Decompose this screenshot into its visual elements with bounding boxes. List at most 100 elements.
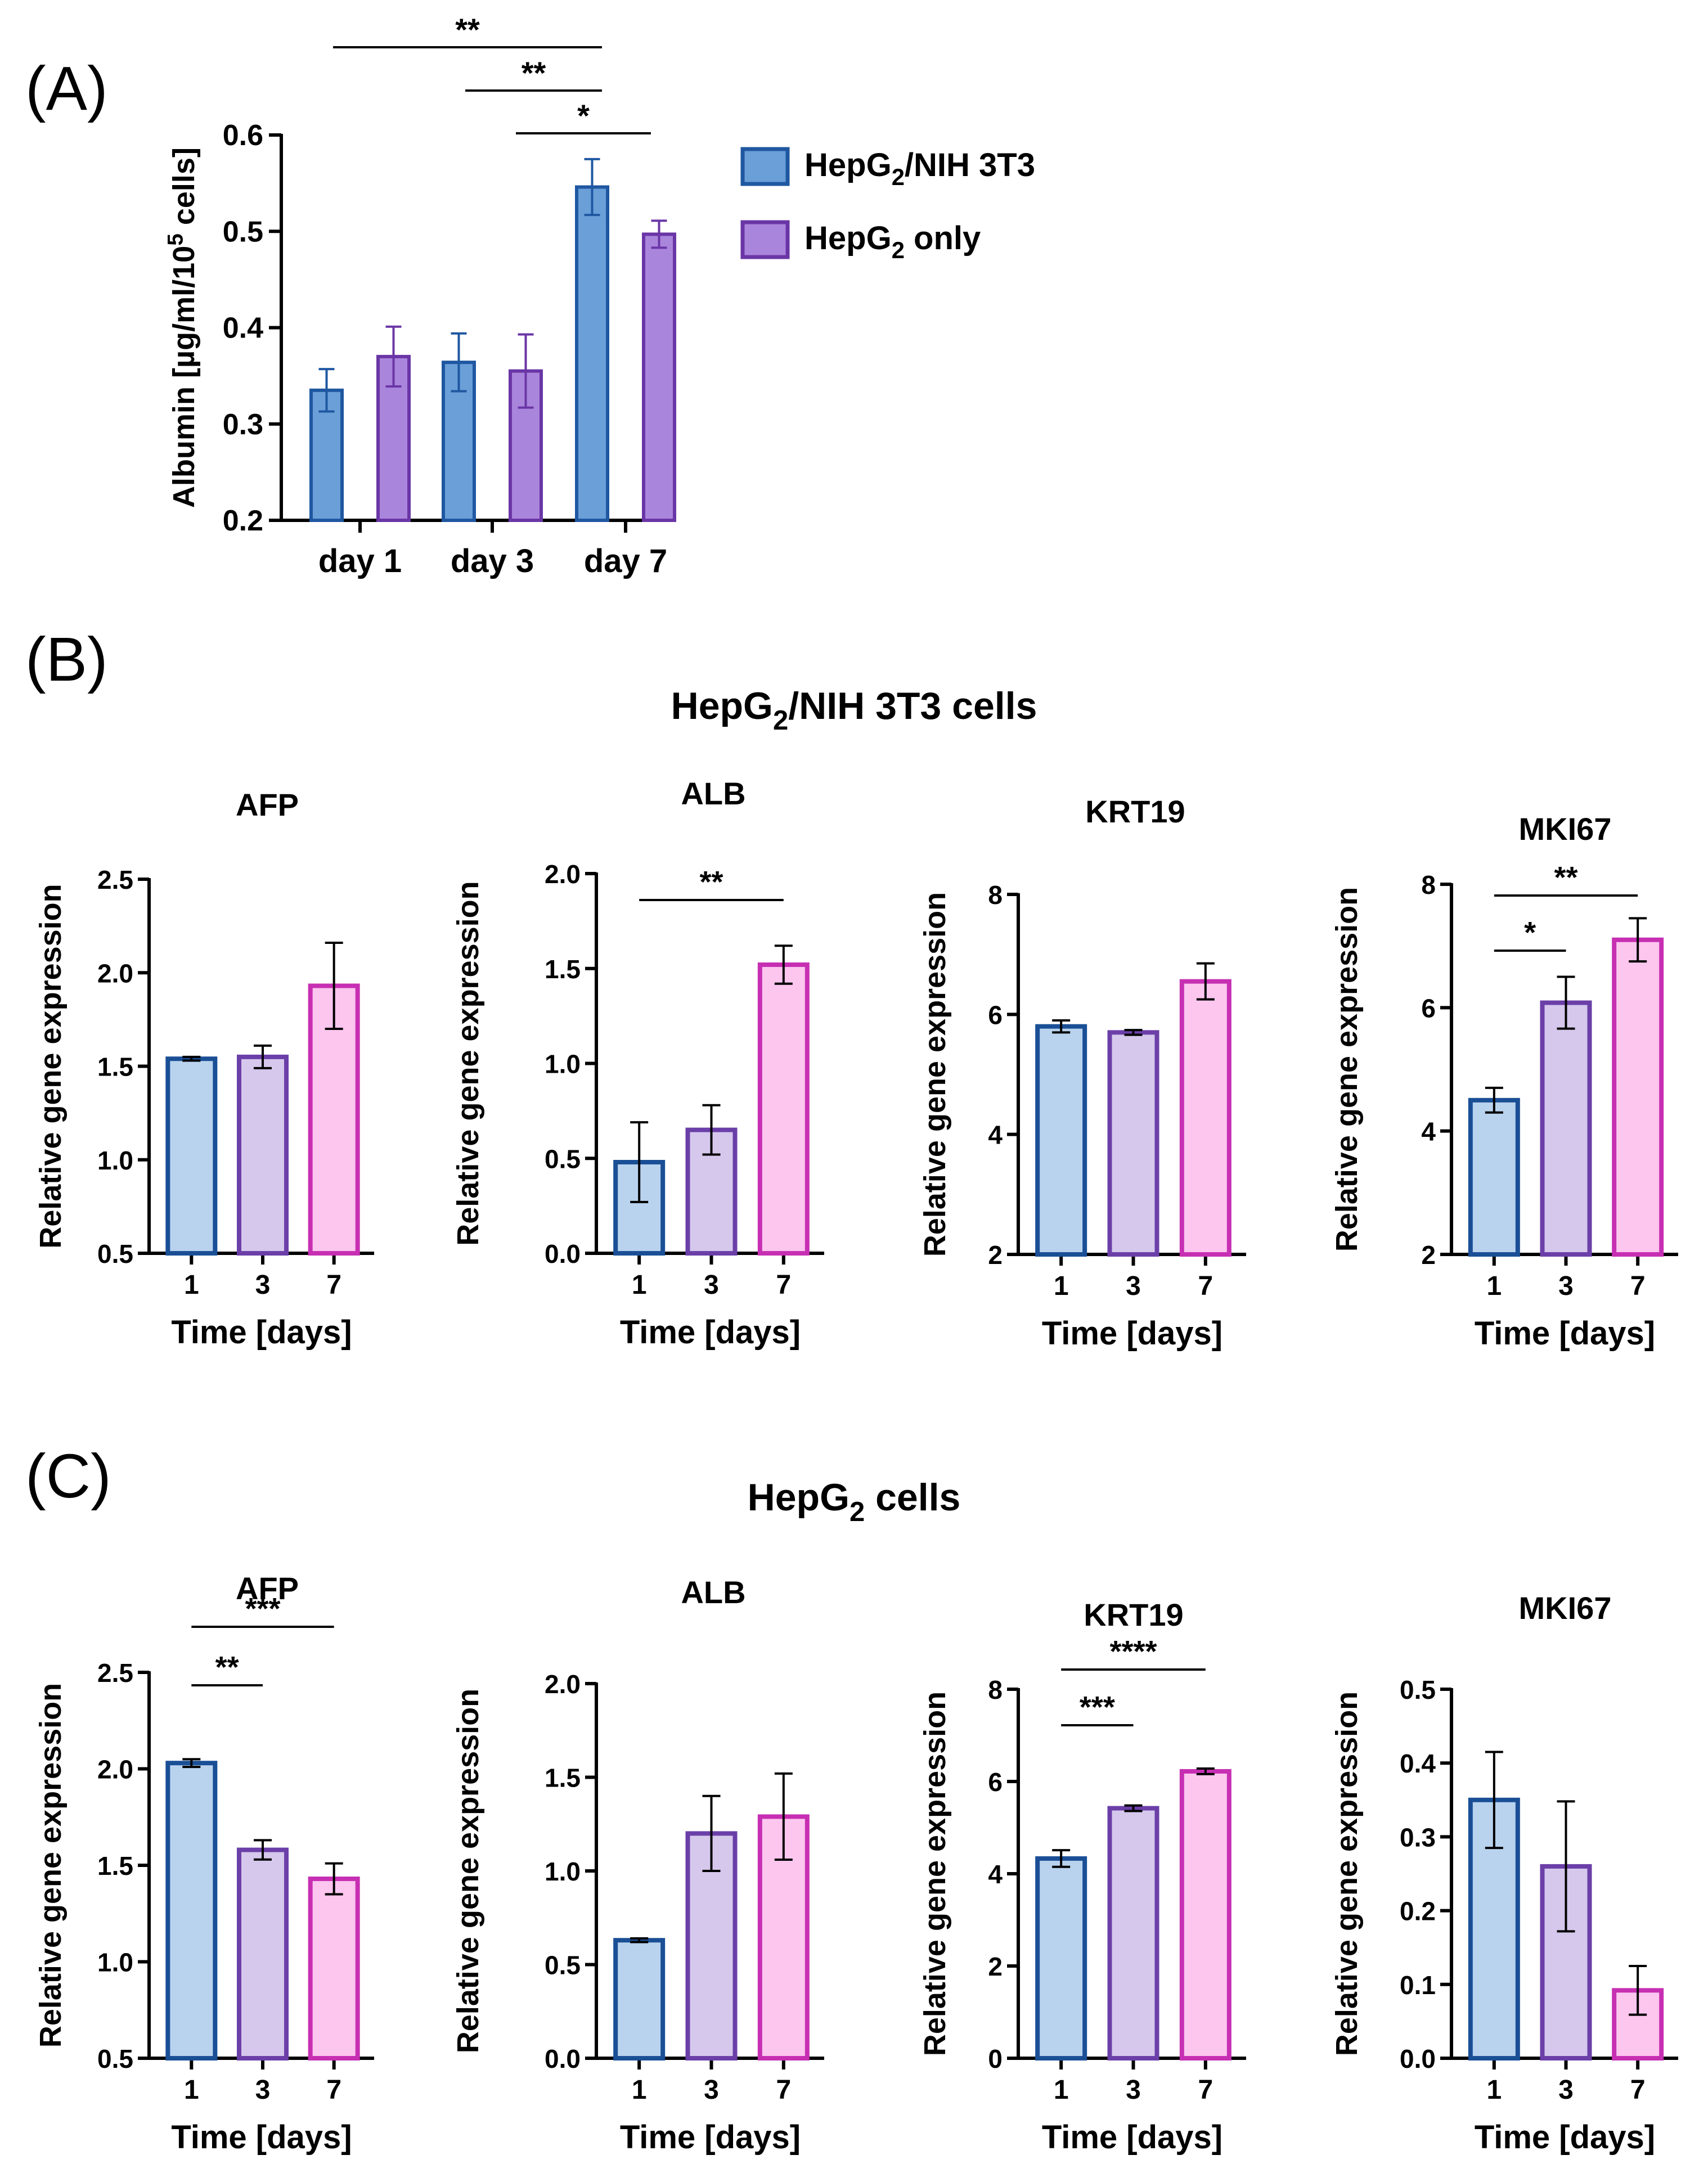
- y-tick-label: 0.2: [1400, 1897, 1436, 1926]
- bar: [237, 1054, 289, 1256]
- y-tick-label: 6: [1421, 993, 1436, 1023]
- y-tick-label: 4: [988, 1121, 1003, 1150]
- x-axis-label: Time [days]: [171, 1314, 352, 1351]
- x-tick-label: 3: [704, 2075, 719, 2105]
- y-tick-label: 0.5: [97, 2044, 133, 2073]
- significance-label-a: **: [522, 55, 546, 91]
- bar: [1468, 1797, 1520, 2061]
- x-tick-label: 7: [1630, 2075, 1646, 2105]
- x-tick-label: 3: [1126, 2075, 1141, 2105]
- y-tick-label: 0.5: [545, 1144, 581, 1173]
- x-tick-label: 1: [1486, 2075, 1502, 2105]
- x-tick-label: 7: [776, 2075, 791, 2105]
- x-tick-label: 3: [1558, 1271, 1574, 1301]
- chart-title: AFP: [236, 787, 299, 822]
- x-tick-label: 3: [1126, 1271, 1141, 1301]
- y-tick-label: 2.0: [545, 1670, 581, 1699]
- y-tick-label: 4: [1421, 1117, 1436, 1146]
- y-tick-label: 0.1: [1400, 1970, 1436, 2000]
- y-tick-label: 2.5: [97, 1658, 133, 1688]
- y-tick-label: 8: [1421, 870, 1436, 899]
- x-axis-label: Time [days]: [1042, 2119, 1222, 2156]
- x-tick-label: 3: [255, 2075, 271, 2105]
- bar: [1179, 1769, 1231, 2060]
- bar: [165, 1761, 218, 2060]
- y-axis-label: Relative gene expression: [918, 892, 952, 1257]
- x-tick-label: 7: [1198, 1271, 1213, 1301]
- y-tick-label: 0.5: [97, 1239, 133, 1268]
- chart-title: ALB: [681, 1574, 745, 1610]
- y-tick-label: 8: [988, 880, 1003, 910]
- y-tick-label: 4: [988, 1860, 1003, 1889]
- y-tick-label: 1.5: [545, 1763, 581, 1793]
- y-tick-label: 1.5: [97, 1052, 133, 1082]
- bar: [1107, 1030, 1159, 1257]
- bar: [165, 1056, 218, 1256]
- x-tick-label: 1: [1054, 1271, 1069, 1301]
- x-tick-label: 7: [1198, 2075, 1213, 2105]
- y-tick-label: 1.0: [97, 1146, 133, 1175]
- y-tick-label: 2.0: [97, 1755, 133, 1784]
- y-tick-label: 0.4: [1400, 1749, 1436, 1778]
- y-tick-label: 0.0: [1400, 2044, 1436, 2073]
- bar: [1107, 1806, 1159, 2061]
- x-tick-label: 3: [704, 1270, 719, 1300]
- y-tick-label: 6: [988, 1767, 1003, 1797]
- y-tick-label: 2: [988, 1952, 1003, 1981]
- y-axis-label-a: Albumin [µg/ml/105 cells]: [163, 147, 201, 508]
- y-tick-label: 1.0: [545, 1857, 581, 1886]
- y-tick-label: 2.5: [97, 865, 133, 894]
- group-title-c: HepG2 cells: [748, 1476, 961, 1527]
- x-tick-label: 1: [1054, 2075, 1069, 2105]
- significance-label: *: [1524, 916, 1536, 950]
- bar: [308, 1877, 360, 2060]
- significance-label-a: *: [577, 98, 590, 133]
- significance-label: ***: [245, 1592, 280, 1626]
- x-tick-label: 7: [776, 1270, 791, 1300]
- y-tick-label-a: 0.3: [223, 408, 263, 441]
- y-axis-label: Relative gene expression: [1330, 887, 1364, 1252]
- chart-title: KRT19: [1084, 1597, 1183, 1632]
- x-tick-label: 7: [326, 1270, 341, 1300]
- x-tick-label-a: day 1: [318, 543, 402, 579]
- legend-swatch-a: [740, 147, 790, 186]
- significance-label: **: [699, 865, 723, 899]
- y-tick-label: 1.5: [97, 1851, 133, 1880]
- panel-label-c: (C): [25, 1442, 111, 1511]
- bar: [613, 1938, 666, 2060]
- y-tick-label-a: 0.6: [223, 119, 263, 152]
- x-tick-label: 7: [326, 2075, 341, 2105]
- y-tick-label: 1.5: [545, 955, 581, 984]
- significance-label: ***: [1080, 1690, 1115, 1724]
- x-tick-label: 3: [255, 1270, 271, 1300]
- y-axis-label: Relative gene expression: [34, 884, 68, 1248]
- x-tick-label: 1: [632, 1270, 647, 1300]
- y-axis-label: Relative gene expression: [451, 1689, 485, 2053]
- y-axis-label: Relative gene expression: [918, 1691, 952, 2056]
- significance-label-a: **: [455, 12, 480, 47]
- x-axis-label: Time [days]: [620, 2119, 801, 2156]
- y-tick-label: 2: [1421, 1240, 1436, 1270]
- y-tick-label: 8: [988, 1675, 1003, 1704]
- x-tick-label: 7: [1630, 1271, 1646, 1301]
- legend-label-a: HepG2/NIH 3T3: [804, 147, 1035, 190]
- bar-a: [575, 185, 609, 523]
- x-axis-label: Time [days]: [171, 2119, 352, 2156]
- y-tick-label-a: 0.5: [223, 215, 263, 248]
- y-tick-label: 0.5: [545, 1951, 581, 1980]
- bar: [1612, 937, 1664, 1257]
- x-axis-label: Time [days]: [620, 1314, 801, 1351]
- significance-label: **: [215, 1650, 239, 1684]
- x-axis-label: Time [days]: [1475, 1315, 1655, 1352]
- significance-label: ****: [1109, 1635, 1157, 1668]
- significance-label: **: [1554, 861, 1577, 894]
- chart-title: MKI67: [1519, 811, 1612, 847]
- y-tick-label: 2: [988, 1240, 1003, 1270]
- y-tick-label: 0.0: [545, 2044, 581, 2073]
- y-axis-label: Relative gene expression: [451, 881, 485, 1245]
- x-tick-label: 1: [184, 2075, 199, 2105]
- bar: [1035, 1856, 1087, 2060]
- y-tick-label-a: 0.4: [223, 312, 263, 345]
- chart-title: ALB: [681, 776, 745, 811]
- y-axis-label: Relative gene expression: [34, 1683, 68, 2048]
